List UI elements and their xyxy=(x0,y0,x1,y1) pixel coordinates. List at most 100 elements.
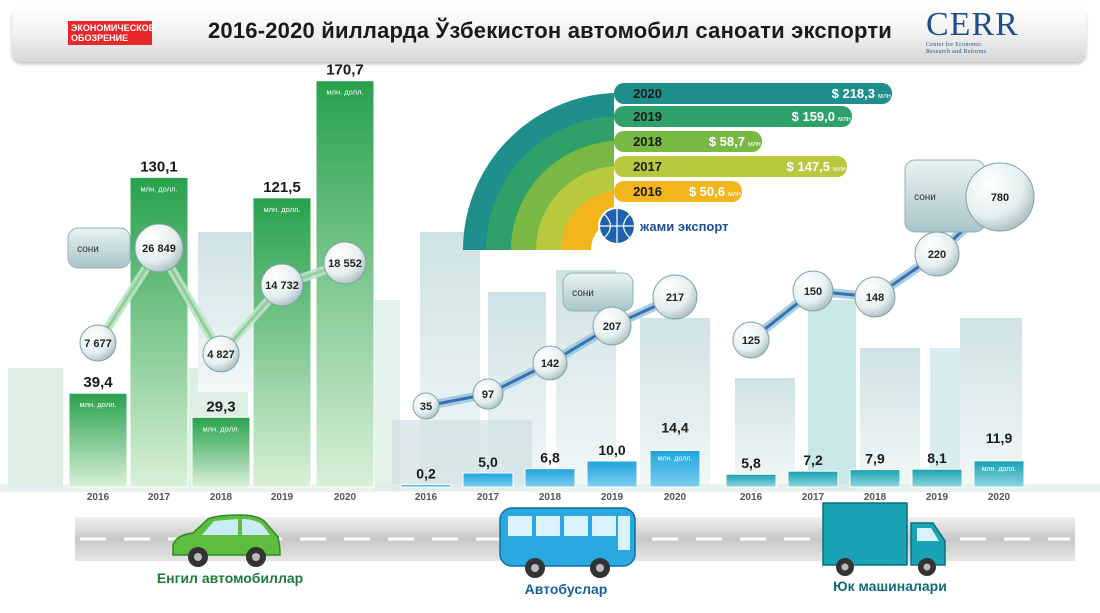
category-label-buses: Автобуслар xyxy=(525,581,608,597)
count-bubble xyxy=(732,321,770,359)
year-labels: 2016 2017 2018 2019 2020 2016 2017 2018 2019 2020… xyxy=(87,492,1011,503)
count-bubble xyxy=(965,162,1035,232)
count-value-label: 780 xyxy=(991,192,1009,204)
count-bubble xyxy=(202,335,240,373)
year-label: 2020 xyxy=(988,492,1011,503)
count-value-label: 26 849 xyxy=(142,243,176,255)
logo-left-line1: ЭКОНОМИЧЕСКОЕ xyxy=(71,23,155,33)
total-value-label: $ 58,7 xyxy=(709,134,745,149)
logo-cerr: CERR Center for Economic Research and Re… xyxy=(926,8,1036,56)
total-bar-2019 xyxy=(614,106,852,127)
bar-unit-label: млн. долл. xyxy=(140,184,177,193)
year-label: 2017 xyxy=(148,492,171,503)
bar-2019 xyxy=(586,460,638,488)
trucks-bar-series: 5,8 7,2 7,9 8,1 11,9 млн. долл. xyxy=(725,430,1025,488)
count-value-label: 97 xyxy=(482,389,494,401)
count-value-label: 207 xyxy=(603,321,621,333)
truck-icon xyxy=(822,502,946,576)
bar-unit-label: млн. долл. xyxy=(326,88,363,97)
count-bubble xyxy=(79,324,117,362)
bar-value-label: 14,4 xyxy=(661,419,688,435)
year-label: 2017 xyxy=(477,492,500,503)
bar-value-label: 39,4 xyxy=(83,374,113,391)
bar-value-label: 29,3 xyxy=(206,398,235,415)
count-bubble xyxy=(472,378,504,410)
total-year-label: 2019 xyxy=(633,109,662,124)
year-label: 2016 xyxy=(87,492,110,503)
bar-unit-label: млн. долл. xyxy=(79,400,116,409)
count-value-label: 18 552 xyxy=(328,258,362,270)
logo-ekonomicheskoe-obozrenie: ЭКОНОМИЧЕСКОЕ ОБОЗРЕНИЕ xyxy=(68,21,155,45)
total-year-label: 2018 xyxy=(633,134,662,149)
bar-2016 xyxy=(400,484,452,488)
count-bubble xyxy=(412,392,440,420)
bar-2018 xyxy=(524,468,576,488)
total-unit-label: млн. xyxy=(878,93,893,100)
year-label: 2016 xyxy=(740,492,763,503)
total-bar-2018 xyxy=(614,131,762,152)
bar-value-label: 8,1 xyxy=(927,450,947,466)
category-label-trucks: Юк машиналари xyxy=(833,578,947,594)
count-label: сони xyxy=(77,244,99,255)
total-export-chart: 2020 $ 218,3 млн.2019 $ 159,0 млн.2018 $ 58,7… xyxy=(462,83,893,250)
year-label: 2019 xyxy=(271,492,294,503)
bus-icon xyxy=(499,507,636,578)
bar-unit-label: млн. долл. xyxy=(982,466,1017,473)
count-label-box xyxy=(67,227,131,269)
bar-2019 xyxy=(911,468,963,488)
count-bubble xyxy=(532,345,568,381)
logo-cerr-name: CERR xyxy=(926,6,1019,43)
count-bubbles: сони 7 677 26 849 4 827 14 732 18 552 сони 35 97… xyxy=(67,159,1035,420)
count-bubble xyxy=(260,263,304,307)
logo-left-line2: ОБОЗРЕНИЕ xyxy=(71,33,129,43)
count-value-label: 14 732 xyxy=(265,280,299,292)
bar-value-label: 11,9 xyxy=(986,430,1013,446)
count-value-label: 125 xyxy=(742,335,760,347)
total-bar-2016 xyxy=(614,181,742,202)
count-bubble xyxy=(854,276,896,318)
count-value-label: 217 xyxy=(666,292,684,304)
count-bubble xyxy=(592,306,632,346)
bar-unit-label: млн. долл. xyxy=(263,205,300,214)
bar-value-label: 5,0 xyxy=(478,454,498,470)
year-label: 2016 xyxy=(415,492,438,503)
count-value-label: 142 xyxy=(541,358,559,370)
year-label: 2020 xyxy=(334,492,357,503)
bar-value-label: 0,2 xyxy=(416,466,436,482)
year-label: 2018 xyxy=(210,492,233,503)
bar-value-label: 130,1 xyxy=(140,158,178,175)
total-value-label: $ 159,0 xyxy=(792,109,835,124)
year-label: 2020 xyxy=(664,492,687,503)
bar-value-label: 121,5 xyxy=(263,179,301,196)
total-unit-label: млн. xyxy=(833,166,848,173)
year-label: 2018 xyxy=(864,492,887,503)
total-bar-2020 xyxy=(614,83,892,104)
total-unit-label: млн. xyxy=(838,116,853,123)
total-value-label: $ 218,3 xyxy=(832,86,875,101)
count-bubble xyxy=(134,223,184,273)
page-title: 2016-2020 йилларда Ўзбекистон автомобил … xyxy=(207,18,893,43)
total-unit-label: млн. xyxy=(748,141,763,148)
total-year-label: 2017 xyxy=(633,159,662,174)
total-bar-2017 xyxy=(614,156,847,177)
total-arc-2017 xyxy=(535,166,614,250)
year-label: 2018 xyxy=(539,492,562,503)
bar-2019 xyxy=(252,197,312,488)
bar-value-label: 10,0 xyxy=(598,442,625,458)
bar-2018 xyxy=(849,469,901,488)
bar-value-label: 170,7 xyxy=(326,62,364,79)
logo-cerr-line2: Research and Reforms xyxy=(926,49,987,55)
bar-2017 xyxy=(462,472,514,488)
bar-unit-label: млн. долл. xyxy=(658,455,693,462)
count-value-label: 7 677 xyxy=(84,338,112,350)
count-value-label: 220 xyxy=(928,249,946,261)
bar-2018 xyxy=(191,416,251,488)
year-label: 2019 xyxy=(601,492,624,503)
header-bar xyxy=(12,6,1086,62)
bar-value-label: 7,2 xyxy=(803,452,823,468)
total-year-label: 2020 xyxy=(633,86,662,101)
total-export-title: жами экспорт xyxy=(639,219,729,234)
count-bubble xyxy=(323,241,367,285)
